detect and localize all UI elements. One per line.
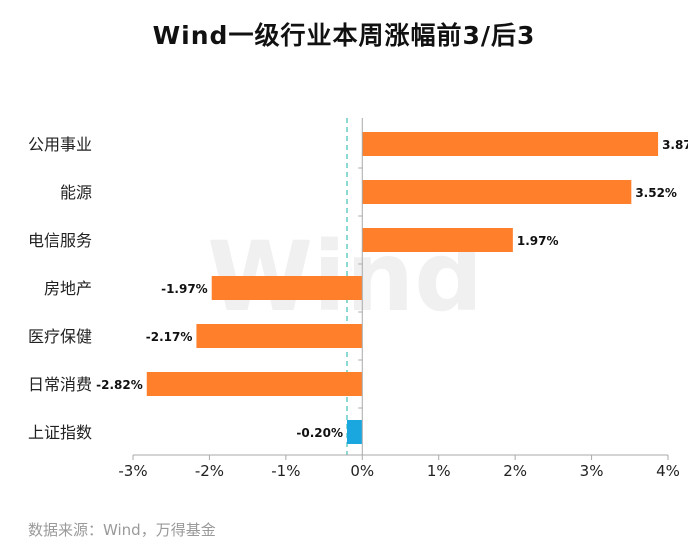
data-label: -0.20% — [296, 426, 343, 440]
data-label: -2.82% — [96, 378, 143, 392]
bar — [196, 324, 363, 348]
x-tick-label: 1% — [427, 462, 451, 480]
x-tick-label: -1% — [271, 462, 300, 480]
category-label: 上证指数 — [28, 423, 92, 442]
category-label: 公用事业 — [28, 135, 92, 154]
x-tick-label: -3% — [118, 462, 147, 480]
bar — [362, 132, 659, 156]
labels-group: 公用事业 3.87% 能源 3.52% 电信服务 1.97% 房地产 -1.97% 医疗保健 -2… — [28, 135, 688, 442]
category-label: 能源 — [60, 183, 92, 202]
bars-group — [146, 118, 659, 455]
data-label: -2.17% — [146, 330, 193, 344]
x-tick-label: 2% — [503, 462, 527, 480]
data-label: 3.52% — [635, 186, 677, 200]
x-axis: -3% -2% -1% 0% 1% 2% 3% 4% — [118, 118, 680, 480]
data-label: 1.97% — [517, 234, 559, 248]
category-label: 房地产 — [44, 279, 92, 298]
data-label: 3.87% — [662, 138, 688, 152]
bar — [211, 276, 363, 300]
bar — [347, 420, 363, 444]
category-label: 日常消费 — [28, 375, 92, 394]
x-tick-label: 0% — [350, 462, 374, 480]
source-note: 数据来源：Wind，万得基金 — [28, 521, 216, 539]
bar — [362, 228, 513, 252]
category-label: 医疗保健 — [28, 327, 92, 346]
bar — [146, 372, 363, 396]
bar — [362, 180, 632, 204]
x-tick-label: 4% — [656, 462, 680, 480]
x-tick-label: 3% — [580, 462, 604, 480]
data-label: -1.97% — [161, 282, 208, 296]
chart-title: Wind一级行业本周涨幅前3/后3 — [152, 21, 536, 50]
x-tick-label: -2% — [195, 462, 224, 480]
category-label: 电信服务 — [28, 231, 92, 250]
